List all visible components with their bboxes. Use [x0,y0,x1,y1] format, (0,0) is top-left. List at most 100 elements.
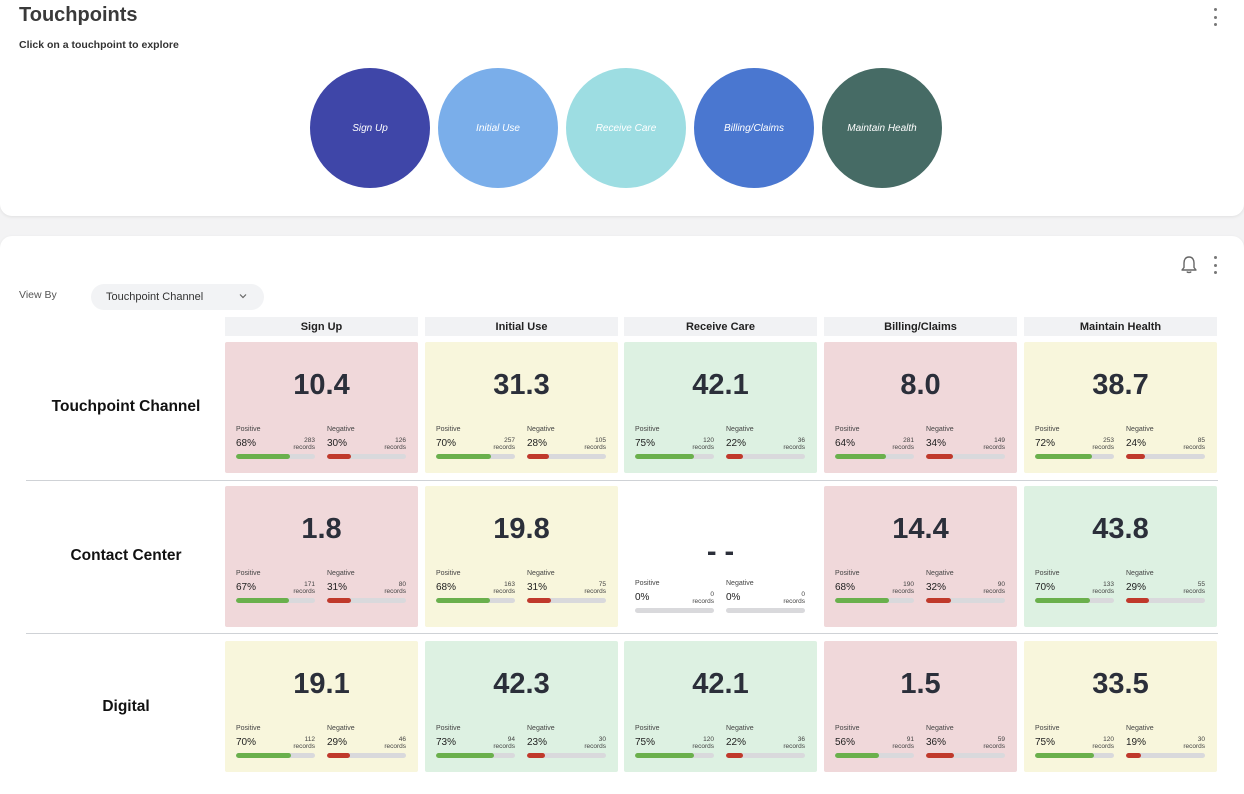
negative-bar [726,454,805,459]
positive-percent: 0% [635,592,650,603]
record-count: 36 [797,437,805,444]
negative-percent: 29% [327,737,348,748]
negative-metric: Negative 32% 90 records [926,570,1005,606]
heatmap-cell[interactable]: 43.8 Positive 70% 133 records Negative 29% 55 re… [1024,486,1217,627]
positive-bar-fill [1035,598,1091,603]
heatmap-options-icon[interactable] [1212,256,1218,274]
negative-bar [926,454,1005,459]
positive-bar-fill [835,598,889,603]
records-label: records [692,743,714,750]
score-value: 43.8 [1092,513,1149,545]
record-count: 75 [598,581,606,588]
heatmap-cell[interactable]: 1.5 Positive 56% 91 records Negative 36% 59 reco… [824,641,1017,772]
negative-percent: 22% [726,438,747,449]
negative-label: Negative [327,570,355,577]
heatmap-cell[interactable]: 42.1 Positive 75% 120 records Negative 22% 36 re… [624,641,817,772]
records-label: records [783,444,805,451]
positive-records: 171 records [293,581,315,595]
touchpoint-circle-receive-care[interactable]: Receive Care [566,68,686,188]
records-label: records [384,444,406,451]
negative-bar [527,454,606,459]
positive-percent: 64% [835,438,856,449]
records-label: records [293,743,315,750]
positive-metric: Positive 64% 281 records [835,426,914,462]
positive-percent: 68% [236,438,257,449]
record-count: 149 [994,437,1005,444]
record-count: 0 [710,591,714,598]
heatmap-cell[interactable]: 10.4 Positive 68% 283 records Negative 30% 126 r… [225,342,418,473]
negative-label: Negative [726,580,754,587]
record-count: 90 [997,581,1005,588]
negative-label: Negative [1126,725,1154,732]
positive-records: 163 records [493,581,515,595]
heatmap-cell[interactable]: 31.3 Positive 70% 257 records Negative 28% 105 r… [425,342,618,473]
negative-records: 105 records [584,437,606,451]
heatmap-cell[interactable]: 1.8 Positive 67% 171 records Negative 31% 80 rec… [225,486,418,627]
records-label: records [1092,588,1114,595]
heatmap-cell[interactable]: 42.1 Positive 75% 120 records Negative 22% 36 re… [624,342,817,473]
negative-bar [726,753,805,758]
positive-bar [635,454,714,459]
positive-percent: 73% [436,737,457,748]
record-count: 126 [395,437,406,444]
more-options-icon[interactable] [1212,8,1218,26]
record-count: 120 [703,736,714,743]
positive-records: 120 records [692,437,714,451]
positive-records: 0 records [692,591,714,605]
positive-percent: 72% [1035,438,1056,449]
touchpoint-circle-billing-claims[interactable]: Billing/Claims [694,68,814,188]
positive-label: Positive [835,426,860,433]
records-label: records [493,444,515,451]
records-label: records [493,743,515,750]
negative-bar [926,598,1005,603]
positive-label: Positive [236,725,261,732]
heatmap-cell[interactable]: 38.7 Positive 72% 253 records Negative 24% 85 re… [1024,342,1217,473]
negative-bar [527,598,606,603]
negative-bar-fill [726,454,744,459]
record-count: 120 [1103,736,1114,743]
heatmap-cell[interactable]: 8.0 Positive 64% 281 records Negative 34% 149 re… [824,342,1017,473]
bell-icon[interactable] [1180,255,1198,275]
negative-bar-fill [327,454,351,459]
touchpoint-circle-maintain-health[interactable]: Maintain Health [822,68,942,188]
heatmap-cell[interactable]: - - Positive 0% 0 records Negative 0% 0 records [624,486,817,627]
heatmap-cell[interactable]: 33.5 Positive 75% 120 records Negative 19% 30 re… [1024,641,1217,772]
negative-bar-fill [327,598,352,603]
positive-percent: 67% [236,582,257,593]
positive-bar-fill [236,454,290,459]
heatmap-cell[interactable]: 19.8 Positive 68% 163 records Negative 31% 75 re… [425,486,618,627]
score-value: 42.1 [692,369,749,401]
negative-label: Negative [527,570,555,577]
positive-bar-fill [1035,454,1092,459]
touchpoint-circle-initial-use[interactable]: Initial Use [438,68,558,188]
negative-percent: 30% [327,438,348,449]
negative-records: 85 records [1183,437,1205,451]
heatmap-cell[interactable]: 14.4 Positive 68% 190 records Negative 32% 90 re… [824,486,1017,627]
record-count: 105 [595,437,606,444]
positive-records: 94 records [493,736,515,750]
positive-label: Positive [436,426,461,433]
positive-label: Positive [635,580,660,587]
positive-label: Positive [1035,426,1060,433]
touchpoint-circle-sign-up[interactable]: Sign Up [310,68,430,188]
heatmap-cell[interactable]: 19.1 Positive 70% 112 records Negative 29% 46 re… [225,641,418,772]
positive-bar-fill [436,753,494,758]
positive-metric: Positive 72% 253 records [1035,426,1114,462]
record-count: 112 [304,736,315,743]
positive-bar [835,753,914,758]
negative-metric: Negative 31% 80 records [327,570,406,606]
record-count: 120 [703,437,714,444]
row-label: Touchpoint Channel [51,398,201,415]
heatmap-cell[interactable]: 42.3 Positive 73% 94 records Negative 23% 30 rec… [425,641,618,772]
positive-percent: 68% [436,582,457,593]
positive-records: 112 records [293,736,315,750]
score-value: 14.4 [892,513,949,545]
records-label: records [892,588,914,595]
view-by-dropdown[interactable]: Touchpoint Channel [91,284,264,310]
records-label: records [584,444,606,451]
positive-bar-fill [835,454,886,459]
row-divider [26,480,1218,481]
positive-bar-fill [1035,753,1095,758]
score-value: 31.3 [493,369,550,401]
row-label: Contact Center [70,547,182,564]
